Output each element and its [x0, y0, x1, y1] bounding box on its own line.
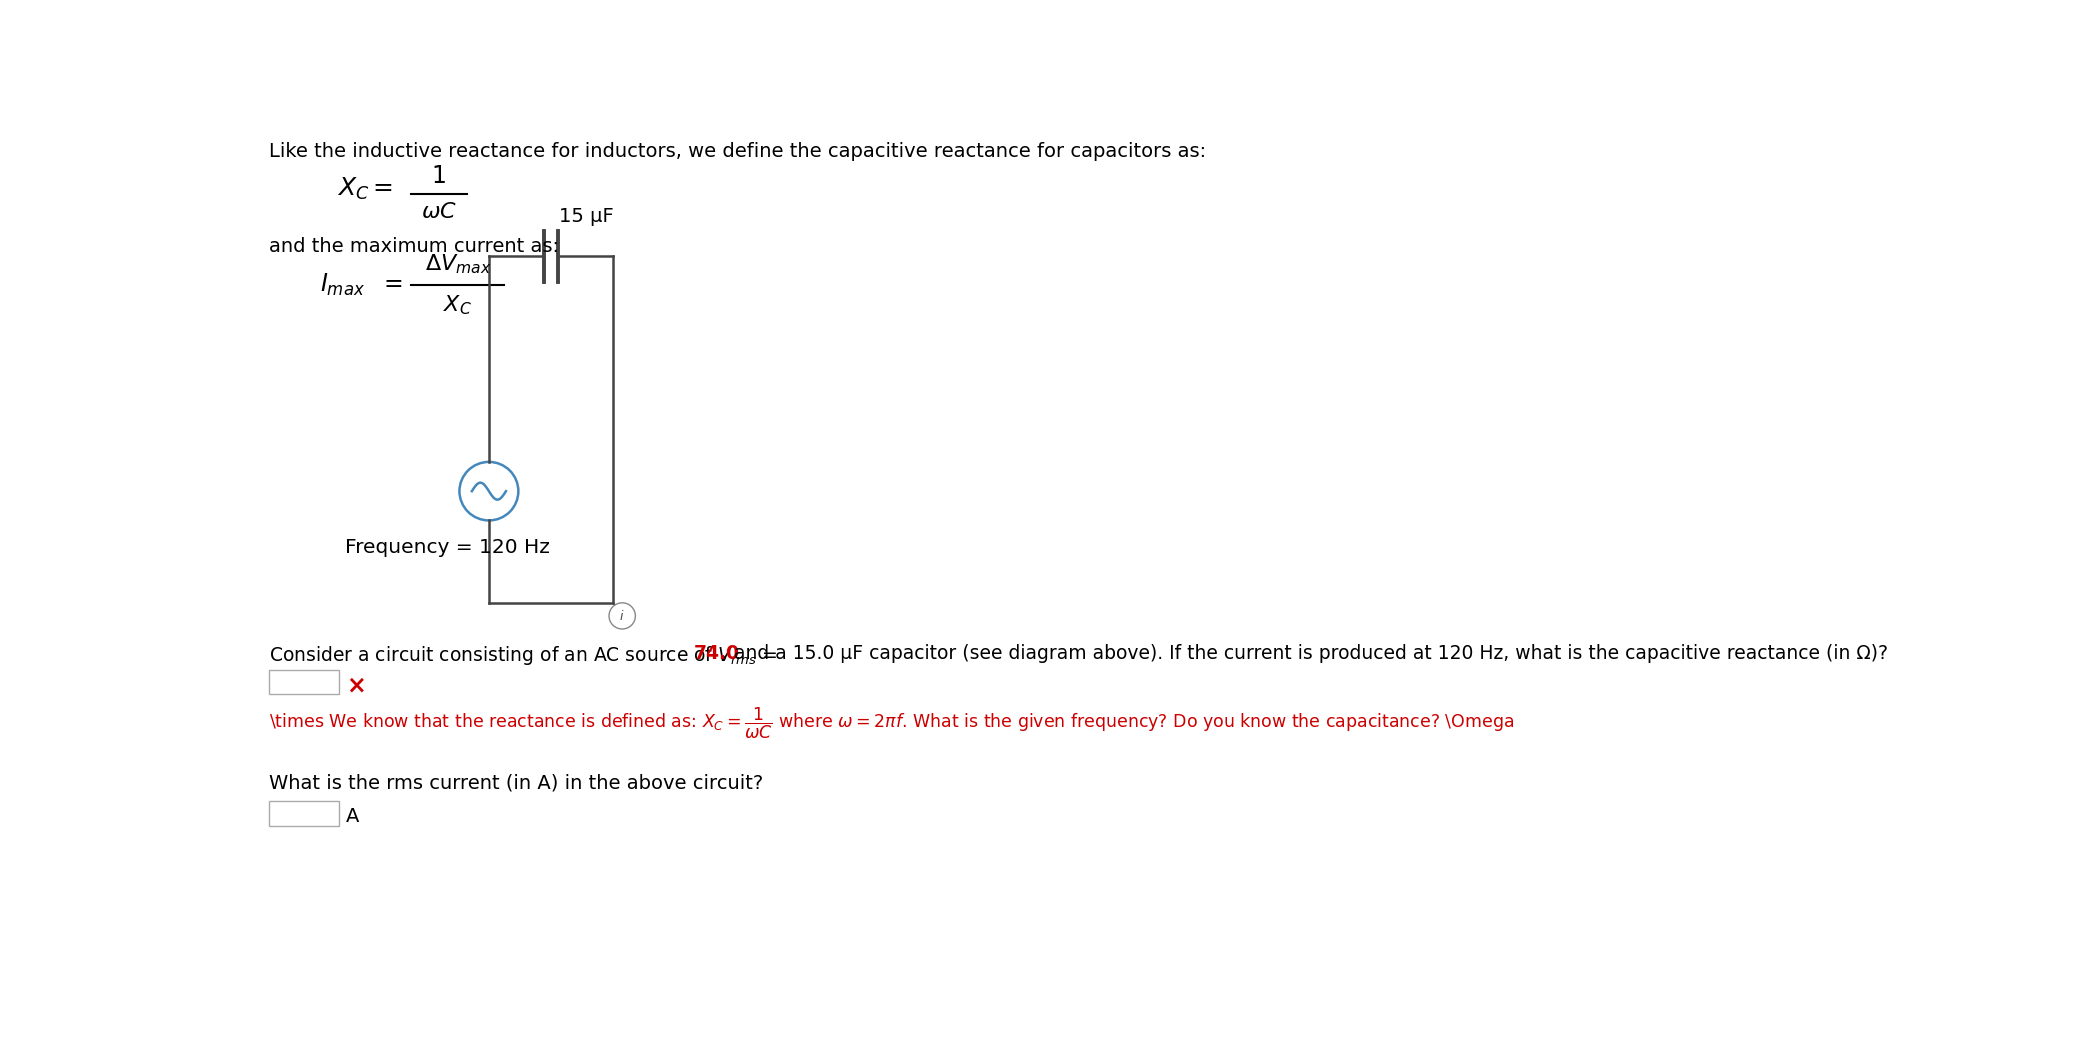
Text: \times We know that the reactance is defined as: $X_C = \dfrac{1}{\omega C}$ whe: \times We know that the reactance is def…: [268, 706, 1513, 742]
Text: ×: ×: [347, 673, 365, 697]
Text: $\Delta V_{max}$: $\Delta V_{max}$: [426, 252, 492, 276]
Text: Like the inductive reactance for inductors, we define the capacitive reactance f: Like the inductive reactance for inducto…: [268, 143, 1206, 162]
Text: Consider a circuit consisting of an AC source of $V_{rms}$ =: Consider a circuit consisting of an AC s…: [268, 643, 778, 667]
Text: $X_C =$: $X_C =$: [336, 176, 392, 202]
Text: 74.0: 74.0: [693, 643, 739, 662]
Text: $I_{max}$  $=$: $I_{max}$ $=$: [320, 272, 403, 298]
Text: $\mathit{i}$: $\mathit{i}$: [619, 609, 625, 623]
Text: , and a 15.0 μF capacitor (see diagram above). If the current is produced at 120: , and a 15.0 μF capacitor (see diagram a…: [722, 643, 1889, 662]
Text: and the maximum current as:: and the maximum current as:: [268, 237, 558, 256]
Text: 1: 1: [432, 164, 446, 188]
Bar: [268, 802, 338, 826]
Text: $X_C$: $X_C$: [444, 294, 473, 317]
Text: 15 μF: 15 μF: [558, 206, 612, 225]
Text: $\omega C$: $\omega C$: [421, 202, 457, 222]
Bar: [268, 670, 338, 694]
Text: Frequency = 120 Hz: Frequency = 120 Hz: [345, 537, 550, 557]
Text: What is the rms current (in A) in the above circuit?: What is the rms current (in A) in the ab…: [268, 773, 764, 792]
Text: A: A: [347, 807, 359, 826]
